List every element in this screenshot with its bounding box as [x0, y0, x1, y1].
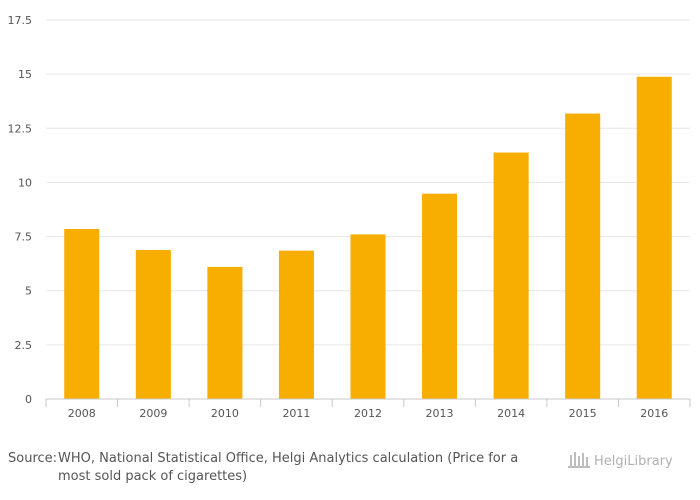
- x-tick-label: 2015: [569, 407, 597, 420]
- y-tick-label: 12.5: [8, 122, 33, 135]
- source-note: Source: WHO, National Statistical Office…: [8, 450, 548, 486]
- x-tick-label: 2010: [211, 407, 239, 420]
- helgi-library-logo[interactable]: HelgiLibrary: [568, 449, 694, 471]
- source-label: Source:: [8, 451, 58, 466]
- bars: [64, 76, 672, 400]
- y-tick-label: 15: [18, 68, 32, 81]
- bar-2015[interactable]: [565, 113, 601, 399]
- bar-2016[interactable]: [636, 76, 672, 400]
- bar-2012[interactable]: [350, 234, 386, 399]
- y-axis-ticks: 0 2.5 5 7.5 10 12.5 15 17.5: [8, 14, 33, 406]
- x-tick-label: 2008: [68, 407, 96, 420]
- y-tick-label: 7.5: [15, 231, 33, 244]
- y-tick-label: 17.5: [8, 14, 33, 27]
- library-columns-icon: [568, 452, 590, 468]
- bar-2011[interactable]: [278, 250, 314, 399]
- y-tick-label: 10: [18, 176, 32, 189]
- source-text: WHO, National Statistical Office, Helgi …: [58, 451, 519, 484]
- x-tick-label: 2016: [640, 407, 668, 420]
- x-tick-label: 2009: [139, 407, 167, 420]
- y-tick-label: 5: [25, 285, 32, 298]
- y-tick-label: 0: [25, 393, 32, 406]
- bar-2010[interactable]: [207, 266, 243, 399]
- x-axis: 2008 2009 2010 2011 2012 2013 2014 2015 2016: [45, 398, 691, 420]
- y-tick-label: 2.5: [15, 339, 33, 352]
- logo-text: HelgiLibrary: [594, 454, 673, 469]
- bar-chart: 0 2.5 5 7.5 10 12.5 15 17.5 2008 2009 2010 2011 201…: [8, 14, 691, 420]
- bar-2013[interactable]: [422, 193, 458, 399]
- x-tick-label: 2014: [497, 407, 525, 420]
- x-tick-label: 2012: [354, 407, 382, 420]
- x-tick-label: 2013: [426, 407, 454, 420]
- bar-2014[interactable]: [493, 152, 529, 399]
- x-tick-label: 2011: [282, 407, 310, 420]
- bar-2008[interactable]: [64, 228, 100, 399]
- bar-2009[interactable]: [135, 249, 171, 399]
